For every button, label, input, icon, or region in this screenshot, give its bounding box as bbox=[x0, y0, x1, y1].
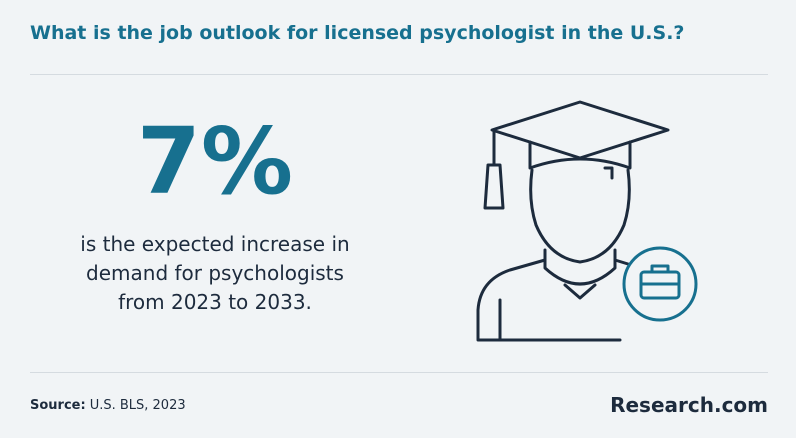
divider bbox=[30, 372, 768, 373]
divider bbox=[30, 74, 768, 75]
source-text: U.S. BLS, 2023 bbox=[89, 398, 186, 413]
source: Source: U.S. BLS, 2023 bbox=[30, 398, 186, 413]
stat-description: is the expected increase in demand for p… bbox=[80, 232, 350, 314]
logo: Research.com bbox=[610, 393, 768, 417]
title: What is the job outlook for licensed psy… bbox=[30, 22, 685, 44]
source-label: Source: bbox=[30, 398, 86, 413]
stat-value: 7% bbox=[136, 108, 294, 215]
